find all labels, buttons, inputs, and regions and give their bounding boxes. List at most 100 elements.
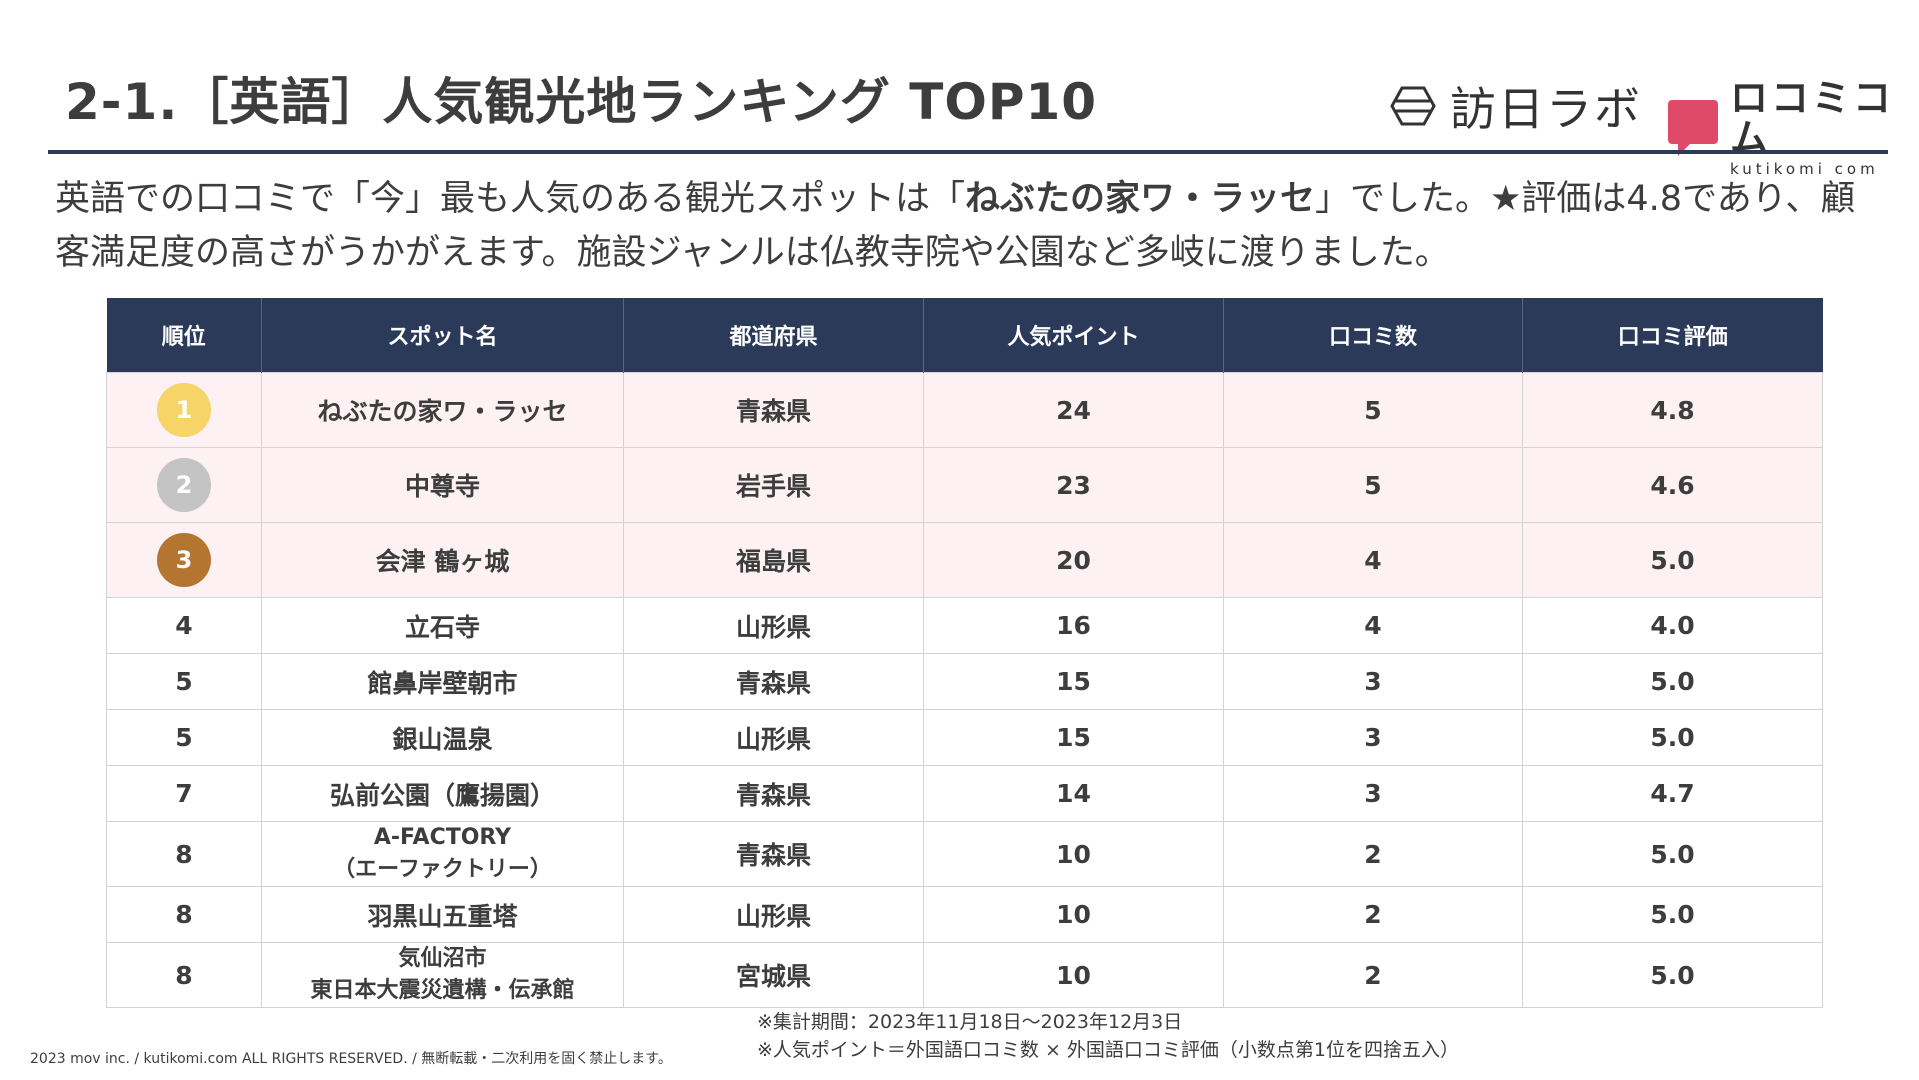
review-rating-cell: 4.6 — [1522, 447, 1823, 523]
table-header-row: 順位 スポット名 都道府県 人気ポイント 口コミ数 口コミ評価 — [106, 298, 1823, 373]
table-row: 4 立石寺 山形県 16 4 4.0 — [106, 597, 1823, 654]
prefecture-cell: 岩手県 — [623, 447, 924, 523]
spot-name-cell: 気仙沼市東日本大震災遺構・伝承館 — [261, 942, 624, 1008]
rank-cell: 5 — [106, 653, 262, 710]
spot-name-cell: 立石寺 — [261, 597, 624, 654]
table-row: 5 館鼻岸壁朝市 青森県 15 3 5.0 — [106, 653, 1823, 710]
rank-cell: 8 — [106, 886, 262, 943]
spot-name-cell: A-FACTORY （エーファクトリー） — [261, 821, 624, 887]
houjin-lab-logo: 訪日ラボ — [1390, 76, 1642, 136]
header-review-count: 口コミ数 — [1223, 298, 1523, 373]
spot-name-line: 会津 鶴ヶ城 — [375, 547, 510, 576]
kutikomi-logo: ロコミコム kutikomi com — [1668, 78, 1919, 178]
prefecture-cell: 山形県 — [623, 709, 924, 766]
points-cell: 20 — [923, 522, 1224, 598]
table-row: 8 羽黒山五重塔 山形県 10 2 5.0 — [106, 886, 1823, 943]
review-rating-cell: 5.0 — [1522, 653, 1823, 710]
rank-cell: 8 — [106, 942, 262, 1008]
spot-name-line: A-FACTORY — [373, 825, 512, 850]
spot-name-line: 東日本大震災遺構・伝承館 — [310, 978, 575, 1003]
review-count-cell: 3 — [1223, 653, 1523, 710]
points-cell: 15 — [923, 653, 1224, 710]
prefecture-cell: 青森県 — [623, 372, 924, 448]
table-row: 5 銀山温泉 山形県 15 3 5.0 — [106, 709, 1823, 766]
rank-cell: 8 — [106, 821, 262, 887]
spot-name-line: 気仙沼市 — [398, 946, 487, 971]
prefecture-cell: 山形県 — [623, 597, 924, 654]
spot-name-line: ねぶたの家ワ・ラッセ — [317, 397, 568, 426]
hexagon-logo-icon — [1390, 86, 1436, 126]
lead-paragraph: 英語での口コミで「今」最も人気のある観光スポットは「ねぶたの家ワ・ラッセ」でした… — [55, 172, 1875, 280]
review-rating-cell: 5.0 — [1522, 821, 1823, 887]
rank-cell: 3 — [106, 522, 262, 598]
points-cell: 15 — [923, 709, 1224, 766]
header-spot-name: スポット名 — [261, 298, 624, 373]
table-row: 2 中尊寺 岩手県 23 5 4.6 — [106, 447, 1823, 523]
spot-name-line: （エーファクトリー） — [333, 857, 552, 882]
header-rank: 順位 — [106, 298, 262, 373]
prefecture-cell: 山形県 — [623, 886, 924, 943]
spot-name-cell: 中尊寺 — [261, 447, 624, 523]
spot-name-cell: 館鼻岸壁朝市 — [261, 653, 624, 710]
spot-name-cell: ねぶたの家ワ・ラッセ — [261, 372, 624, 448]
points-cell: 10 — [923, 942, 1224, 1008]
prefecture-cell: 青森県 — [623, 821, 924, 887]
logo2-text: ロコミコム — [1730, 76, 1895, 160]
header-review-rating: 口コミ評価 — [1522, 298, 1823, 373]
lead-text-1: 英語での口コミで「今」最も人気のある観光スポットは「 — [55, 179, 966, 219]
points-cell: 10 — [923, 821, 1224, 887]
review-rating-cell: 5.0 — [1522, 709, 1823, 766]
prefecture-cell: 宮城県 — [623, 942, 924, 1008]
rank-cell: 7 — [106, 765, 262, 822]
review-count-cell: 4 — [1223, 522, 1523, 598]
table-row: 1 ねぶたの家ワ・ラッセ 青森県 24 5 4.8 — [106, 372, 1823, 448]
review-count-cell: 3 — [1223, 709, 1523, 766]
rank-cell: 1 — [106, 372, 262, 448]
header-divider — [48, 150, 1888, 154]
footnote-period: ※集計期間：2023年11月18日〜2023年12月3日 — [757, 1011, 1183, 1033]
spot-name-line: 中尊寺 — [404, 472, 480, 501]
lead-text-2: 」でした。★評価は4.8であり、顧客満足度の高さがうかがえます。施設ジャンルは仏… — [55, 179, 1856, 273]
footnote-points-formula: ※人気ポイント＝外国語口コミ数 × 外国語口コミ評価（小数点第1位を四捨五入） — [757, 1039, 1460, 1061]
points-cell: 14 — [923, 765, 1224, 822]
review-count-cell: 3 — [1223, 765, 1523, 822]
review-rating-cell: 5.0 — [1522, 522, 1823, 598]
points-cell: 24 — [923, 372, 1224, 448]
review-count-cell: 4 — [1223, 597, 1523, 654]
logo1-text: 訪日ラボ — [1450, 82, 1642, 136]
review-count-cell: 5 — [1223, 372, 1523, 448]
review-rating-cell: 4.0 — [1522, 597, 1823, 654]
spot-name-cell: 弘前公園（鷹揚園） — [261, 765, 624, 822]
header-prefecture: 都道府県 — [623, 298, 924, 373]
table-row: 8 気仙沼市 東日本大震災遺構・伝承館 宮城県 10 2 5.0 — [106, 942, 1823, 1008]
rank-medal-badge: 1 — [157, 383, 211, 437]
spot-name-cell: 会津 鶴ヶ城 — [261, 522, 624, 598]
points-cell: 16 — [923, 597, 1224, 654]
points-cell: 10 — [923, 886, 1224, 943]
spot-name-cell: 銀山温泉 — [261, 709, 624, 766]
rank-medal-badge: 2 — [157, 458, 211, 512]
review-rating-cell: 5.0 — [1522, 886, 1823, 943]
spot-name-cell: 羽黒山五重塔 — [261, 886, 624, 943]
page-title: 2-1.［英語］人気観光地ランキング TOP10 — [65, 73, 1098, 131]
review-rating-cell: 5.0 — [1522, 942, 1823, 1008]
rank-cell: 2 — [106, 447, 262, 523]
prefecture-cell: 青森県 — [623, 765, 924, 822]
review-count-cell: 2 — [1223, 942, 1523, 1008]
review-count-cell: 2 — [1223, 821, 1523, 887]
speech-bubble-icon — [1668, 100, 1718, 156]
review-count-cell: 2 — [1223, 886, 1523, 943]
lead-highlight: ねぶたの家ワ・ラッセ — [965, 179, 1316, 219]
footnotes: ※集計期間：2023年11月18日〜2023年12月3日 ※人気ポイント＝外国語… — [757, 1008, 1459, 1064]
review-count-cell: 5 — [1223, 447, 1523, 523]
spot-name-line: 羽黒山五重塔 — [367, 901, 518, 931]
review-rating-cell: 4.7 — [1522, 765, 1823, 822]
header-points: 人気ポイント — [923, 298, 1224, 373]
copyright-text: 2023 mov inc. / kutikomi.com ALL RIGHTS … — [30, 1051, 672, 1067]
prefecture-cell: 福島県 — [623, 522, 924, 598]
logo2-subtext: kutikomi com — [1730, 160, 1879, 178]
ranking-table: 順位 スポット名 都道府県 人気ポイント 口コミ数 口コミ評価 1 ねぶたの家ワ・… — [106, 298, 1823, 1008]
table-row: 7 弘前公園（鷹揚園） 青森県 14 3 4.7 — [106, 765, 1823, 822]
spot-name-line: 銀山温泉 — [392, 724, 493, 754]
prefecture-cell: 青森県 — [623, 653, 924, 710]
